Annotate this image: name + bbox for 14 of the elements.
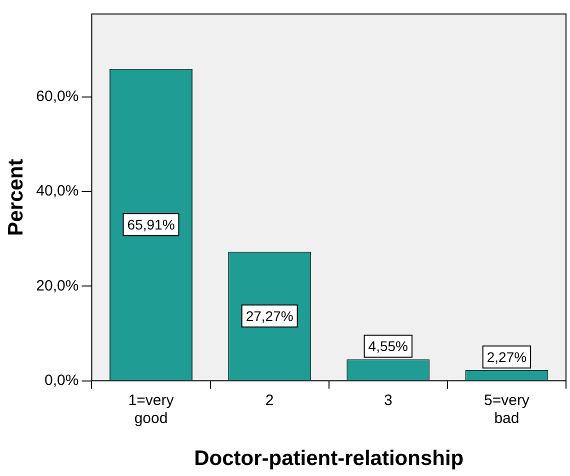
data-label: 4,55%: [368, 338, 408, 354]
x-tick-label: 5=very bad: [484, 392, 530, 427]
x-tick-label: 3: [384, 392, 392, 409]
y-tick-label: 20,0%: [36, 277, 79, 294]
y-tick-label: 0,0%: [44, 372, 79, 389]
x-axis-title: Doctor-patient-relationship: [194, 447, 464, 470]
data-label: 27,27%: [246, 308, 294, 324]
x-tick-label: 1=very good: [128, 392, 174, 427]
x-tick-label: 2: [265, 392, 274, 409]
data-label: 2,27%: [486, 348, 527, 365]
y-tick-label: 40,0%: [36, 182, 79, 200]
y-axis-title: Percent: [4, 158, 28, 236]
y-tick-label: 60,0%: [36, 88, 79, 105]
data-label: 65,91%: [127, 216, 175, 232]
